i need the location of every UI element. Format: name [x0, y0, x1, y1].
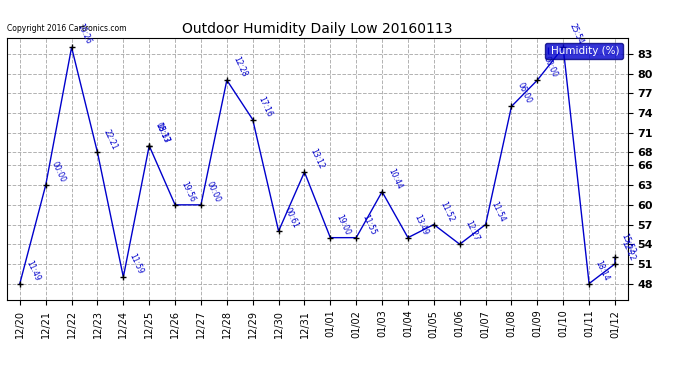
Text: 12:27: 12:27: [464, 219, 481, 243]
Text: 08:37: 08:37: [153, 121, 171, 144]
Text: 19:56: 19:56: [179, 180, 197, 204]
Text: 13:12: 13:12: [308, 147, 326, 171]
Text: 00:00: 00:00: [50, 160, 68, 184]
Text: 15:13: 15:13: [153, 121, 170, 144]
Text: 12:22: 12:22: [619, 239, 636, 262]
Text: 12:28: 12:28: [231, 56, 248, 79]
Text: 18:14: 18:14: [593, 259, 611, 282]
Text: 17:16: 17:16: [257, 94, 274, 118]
Text: 11:49: 11:49: [24, 259, 41, 282]
Text: 11:54: 11:54: [490, 200, 507, 223]
Title: Outdoor Humidity Daily Low 20160113: Outdoor Humidity Daily Low 20160113: [182, 22, 453, 36]
Text: 11:59: 11:59: [128, 252, 145, 276]
Text: Copyright 2016 Cartronics.com: Copyright 2016 Cartronics.com: [7, 24, 126, 33]
Text: 13:49: 13:49: [412, 213, 430, 236]
Text: 22:21: 22:21: [101, 128, 119, 151]
Text: 00:00: 00:00: [542, 55, 559, 79]
Text: 15:52: 15:52: [619, 232, 636, 256]
Text: 06:00: 06:00: [515, 81, 533, 105]
Text: 00:61: 00:61: [283, 206, 300, 230]
Text: 25:54: 25:54: [567, 22, 585, 46]
Text: 19:00: 19:00: [335, 213, 352, 236]
Text: 00:00: 00:00: [205, 180, 223, 204]
Text: 10:44: 10:44: [386, 167, 404, 190]
Text: 16:26: 16:26: [76, 22, 93, 46]
Text: 11:55: 11:55: [360, 213, 377, 236]
Legend: Humidity (%): Humidity (%): [545, 43, 622, 59]
Text: 11:52: 11:52: [438, 200, 455, 223]
